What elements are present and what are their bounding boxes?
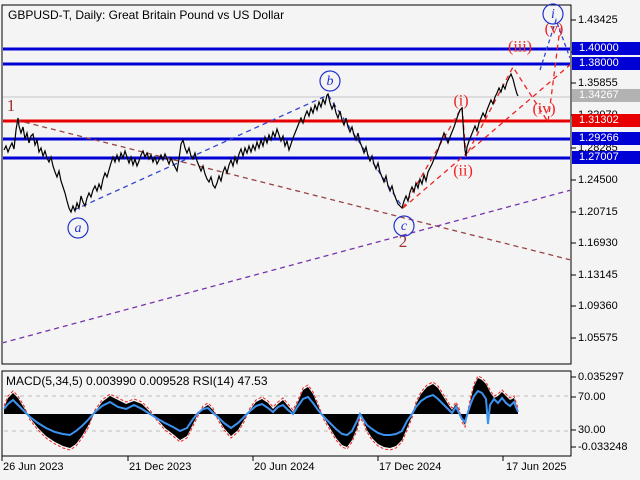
- price-badge-1.38000: 1.38000: [572, 57, 640, 70]
- indicator-axis-label: 0.035297: [578, 371, 624, 383]
- price-badge-1.40000: 1.40000: [572, 42, 640, 55]
- date-label: 17 Jun 2025: [506, 461, 567, 473]
- wave-label-(v): (v): [545, 21, 564, 38]
- price-plot-area: [3, 18, 570, 344]
- macd-signal-line: [3, 375, 519, 451]
- wave-label-i: i: [551, 7, 555, 22]
- y-axis-label: 1.16930: [578, 237, 618, 249]
- wave-circle-c: [393, 215, 415, 237]
- y-axis-label: 1.13145: [578, 269, 618, 281]
- wave-label-1: 1: [7, 96, 16, 115]
- date-label: 26 Jun 2023: [3, 461, 64, 473]
- macd-area: [4, 378, 518, 448]
- indicator-axis-label: 70.00: [578, 391, 606, 403]
- price-panel: [1, 4, 572, 365]
- wave-label-c: c: [401, 219, 408, 234]
- y-axis-label: 1.35855: [578, 77, 618, 89]
- price-badge-1.31302: 1.31302: [572, 114, 640, 127]
- wave-label-(ii): (ii): [453, 163, 473, 180]
- chart-title: GBPUSD-T, Daily: Great Britain Pound vs …: [8, 8, 285, 22]
- indicator-axis-label: 30.00: [578, 424, 606, 436]
- date-label: 20 Jun 2024: [254, 461, 315, 473]
- wave-label-2: 2: [399, 232, 408, 251]
- wave-circle-i: [542, 3, 564, 25]
- price-line: [3, 72, 519, 214]
- wave-label-(i): (i): [453, 93, 468, 110]
- indicator-axis-label: -0.033248: [578, 441, 628, 453]
- wave-circle-a: [67, 217, 89, 239]
- wave-i-projection: [539, 18, 570, 71]
- y-axis-label: 1.05575: [578, 332, 618, 344]
- wave-label-(iii): (iii): [508, 39, 532, 56]
- wave-label-(iv): (iv): [532, 101, 555, 118]
- rsi-line: [3, 389, 519, 437]
- y-axis-label: 1.24500: [578, 174, 618, 186]
- date-label: 17 Dec 2024: [379, 461, 442, 473]
- wave-label-a: a: [75, 221, 82, 236]
- wave-label-b: b: [327, 74, 334, 89]
- wave-circle-b: [319, 70, 341, 92]
- indicator-plot-area: [3, 375, 569, 451]
- price-badge-1.27007: 1.27007: [572, 151, 640, 164]
- y-axis-label: 1.09360: [578, 300, 618, 312]
- y-axis-label: 1.43425: [578, 14, 618, 26]
- date-label: 21 Dec 2023: [129, 461, 192, 473]
- abc-correction-path: [73, 94, 404, 211]
- indicator-label: MACD(5,34,5) 0.003990 0.009528 RSI(14) 4…: [6, 374, 268, 388]
- channel-line: [402, 64, 570, 209]
- price-badge-1.29266: 1.29266: [572, 132, 640, 145]
- impulse-projection: [402, 27, 561, 209]
- price-badge-1.34267: 1.34267: [572, 89, 640, 102]
- y-axis-label: 1.20715: [578, 206, 618, 218]
